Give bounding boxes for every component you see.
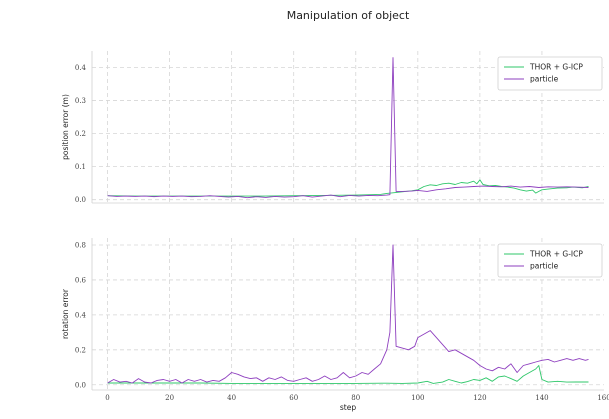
x-tick-label: 160: [597, 394, 609, 402]
y-tick-label: 0.6: [75, 276, 87, 284]
x-axis-label: step: [340, 403, 356, 412]
y-tick-label: 0.1: [75, 163, 86, 171]
y-tick-label: 0.0: [75, 381, 86, 389]
y-tick-label: 0.8: [75, 241, 86, 249]
series-line-thor-g-icp: [107, 365, 589, 384]
series-line-particle: [107, 57, 589, 199]
legend-label: particle: [530, 262, 559, 271]
y-tick-label: 0.4: [75, 311, 87, 319]
y-tick-label: 0.0: [75, 196, 86, 204]
y-tick-label: 0.2: [75, 130, 86, 138]
legend-box: [497, 243, 603, 278]
legend-box: [497, 56, 603, 91]
legend-label: THOR + G-ICP: [529, 63, 583, 72]
position-error-panel: 0.0 0.1 0.2 0.3 0.4 position error (m) THOR + …: [61, 51, 604, 204]
x-tick-label: 140: [535, 394, 548, 402]
x-tick-label: 120: [473, 394, 486, 402]
x-tick-label: 40: [227, 394, 236, 402]
series-line-thor-g-icp: [107, 179, 589, 197]
x-tick-label: 20: [165, 394, 174, 402]
figure-title: Manipulation of object: [287, 9, 410, 22]
x-tick-label: 0: [105, 394, 109, 402]
x-tick-label: 80: [351, 394, 360, 402]
rotation-error-panel: 0.0 0.2 0.4 0.6 0.8 0 20 40 60 80 100 120 140 160 rota…: [61, 238, 609, 412]
y-tick-label: 0.2: [75, 346, 86, 354]
y-axis-label: rotation error: [61, 288, 70, 339]
y-axis-label: position error (m): [61, 94, 70, 160]
x-tick-label: 60: [289, 394, 298, 402]
y-tick-label: 0.3: [75, 97, 86, 105]
legend-label: THOR + G-ICP: [529, 250, 583, 259]
x-tick-label: 100: [411, 394, 424, 402]
y-tick-label: 0.4: [75, 64, 87, 72]
series-line-particle: [107, 244, 589, 384]
legend-label: particle: [530, 75, 559, 84]
